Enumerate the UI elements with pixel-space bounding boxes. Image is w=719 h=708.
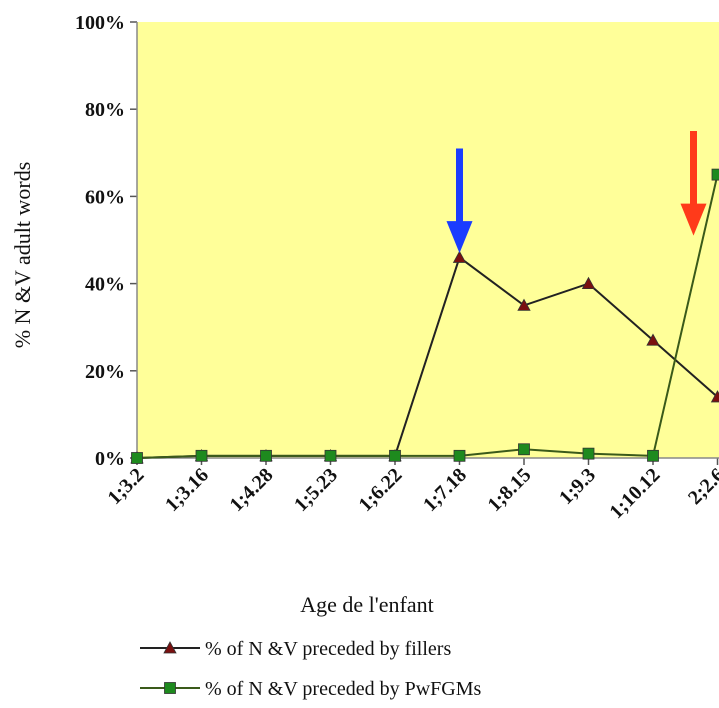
arrow-head [680,203,707,236]
data-point [389,449,401,462]
data-point [518,443,530,456]
y-tick-label: 0% [95,448,125,470]
arrow-head [446,221,473,254]
plot-area [137,22,719,458]
x-tick-label: 1;4.28 [225,464,277,516]
x-tick-label: 1;10.12 [605,464,664,523]
legend-label: % of N &V preceded by PwFGMs [205,678,481,700]
y-tick-label: 20% [85,361,125,383]
y-tick-label: 60% [85,186,125,208]
data-point [453,449,466,462]
x-tick-label: 1;3.2 [104,464,149,509]
legend-swatch-marker [164,682,176,694]
data-point [710,390,719,403]
data-point [517,298,531,311]
y-axis-ticks: 0% 20% 40% 60% 80% 100% [75,12,137,470]
data-point [582,447,595,460]
data-point [581,276,596,290]
x-tick-label: 1;8.15 [483,464,535,516]
y-axis-title: % N &V adult words [10,162,35,349]
data-point [646,333,660,346]
x-tick-label: 2;2.6 [684,464,719,509]
series-2 [131,168,719,464]
legend-swatch-marker [163,641,177,654]
y-tick-label: 40% [85,274,125,296]
data-point [711,168,719,181]
legend-label: % of N &V preceded by fillers [205,638,451,660]
data-point [647,449,659,462]
y-tick-label: 100% [75,12,125,34]
series-line [136,174,719,459]
series-layer [130,168,719,464]
x-tick-label: 1;3.16 [161,464,213,516]
annotation-arrow-2 [680,131,707,236]
x-tick-label: 1;6.22 [354,464,406,516]
x-tick-label: 1;5.23 [290,464,342,516]
x-axis-ticks: 1;3.2 1;3.16 1;4.28 1;5.23 1;6.22 1;7.18 1;8.1… [104,458,719,523]
data-point [131,452,143,464]
y-tick-label: 80% [85,99,125,121]
x-tick-label: 1;9.3 [555,464,600,509]
legend: % of N &V preceded by fillers % of N &V p… [140,638,481,700]
x-tick-label: 1;7.18 [419,464,471,516]
x-axis-title: Age de l'enfant [300,592,433,617]
data-point [260,449,272,462]
annotation-arrow-1 [446,148,473,254]
data-point [324,449,337,462]
annotation-layer [446,131,707,254]
legend-entry-1: % of N &V preceded by fillers [140,638,451,660]
legend-entry-2: % of N &V preceded by PwFGMs [140,678,481,700]
data-point [452,250,467,263]
data-point [195,449,208,462]
